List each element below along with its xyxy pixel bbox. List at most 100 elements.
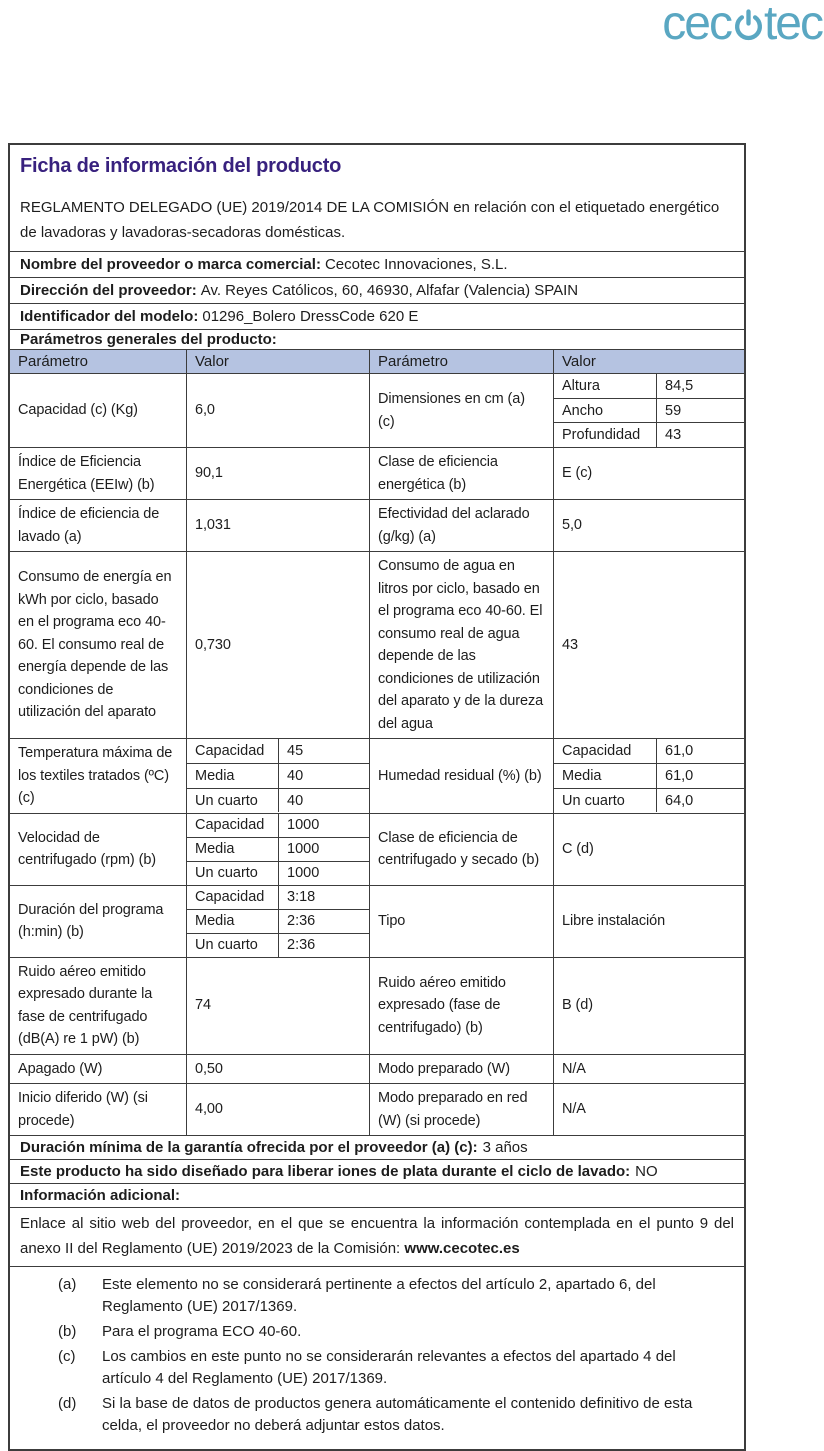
sub-label: Ancho (554, 398, 657, 423)
page-title: Ficha de información del producto (20, 155, 342, 177)
table-row: Apagado (W) 0,50 Modo preparado (W) N/A (10, 1053, 744, 1083)
value-cell: C (d) (562, 840, 594, 857)
sub-value: 59 (665, 402, 682, 419)
footnote-a: (a) Este elemento no se considerará pert… (10, 1274, 722, 1318)
subtable-row: Un cuarto 1000 (187, 860, 369, 885)
website-link-row: Enlace al sitio web del proveedor, en el… (10, 1207, 744, 1266)
silver-ions-value: NO (635, 1163, 658, 1180)
param-cell: Capacidad (c) (Kg) (10, 374, 187, 447)
param-cell: Dimensiones en cm (a) (c) (370, 374, 554, 447)
subtable-row: Profundidad 43 (554, 422, 744, 448)
sub-value: 1000 (287, 865, 320, 881)
supplier-name-row: Nombre del proveedor o marca comercial: … (10, 251, 744, 277)
col-header-value-2: Valor (562, 353, 596, 370)
sub-label: Media (554, 763, 657, 788)
sub-label: Profundidad (554, 423, 657, 448)
param-cell: Modo preparado (W) (370, 1054, 554, 1083)
subtable-row: Un cuarto 2:36 (187, 932, 369, 957)
subtable-row: Media 40 (187, 762, 369, 788)
regulation-intro: REGLAMENTO DELEGADO (UE) 2019/2014 DE LA… (20, 199, 720, 241)
cecotec-logo: cec tec (662, 0, 824, 48)
value-subtable: Capacidad 61,0 Media 61,0 Un cuarto 64,0 (554, 739, 744, 813)
sub-label: Altura (554, 374, 657, 398)
param-cell: Clase de eficiencia energética (b) (370, 448, 554, 499)
sub-label: Capacidad (187, 739, 279, 763)
value-cell: 6,0 (187, 374, 370, 447)
table-row: Consumo de energía en kWh por ciclo, bas… (10, 551, 744, 738)
table-row: Temperatura máxima de los textiles trata… (10, 738, 744, 813)
footnote-key: (a) (58, 1276, 77, 1293)
col-header-param-1: Parámetro (10, 350, 187, 373)
model-id-label: Identificador del modelo: (20, 308, 199, 325)
table-row: Velocidad de centrifugado (rpm) (b) Capa… (10, 812, 744, 885)
sub-label: Un cuarto (187, 788, 279, 813)
sub-label: Media (187, 837, 279, 861)
subtable-row: Capacidad 61,0 (554, 739, 744, 763)
sub-label: Capacidad (187, 813, 279, 837)
model-id-value: 01296_Bolero DressCode 620 E (202, 308, 419, 325)
footnote-key: (b) (58, 1323, 77, 1340)
param-cell: Temperatura máxima de los textiles trata… (10, 739, 187, 813)
footnote-key: (d) (58, 1395, 77, 1412)
value-subtable: Capacidad 3:18 Media 2:36 Un cuarto 2:36 (187, 885, 370, 957)
param-cell: Ruido aéreo emitido expresado (fase de c… (370, 957, 554, 1054)
params-heading: Parámetros generales del producto: (10, 329, 744, 349)
supplier-address-label: Dirección del proveedor: (20, 282, 197, 299)
value-cell: 0,730 (187, 552, 370, 738)
subtable-row: Un cuarto 40 (187, 787, 369, 813)
subtable-row: Un cuarto 64,0 (554, 787, 744, 813)
value-cell: 74 (187, 957, 370, 1054)
subtable-row: Ancho 59 (554, 397, 744, 423)
table-row: Índice de Eficiencia Energética (EEIw) (… (10, 447, 744, 499)
param-cell: Ruido aéreo emitido expresado durante la… (10, 957, 187, 1054)
sub-label: Un cuarto (187, 933, 279, 957)
silver-ions-row: Este producto ha sido diseñado para libe… (10, 1159, 744, 1183)
subtable-row: Capacidad 1000 (187, 813, 369, 837)
value-cell: N/A (562, 1101, 586, 1118)
param-cell: Clase de eficiencia de centrifugado y se… (370, 813, 554, 885)
param-cell: Velocidad de centrifugado (rpm) (b) (10, 813, 187, 885)
value-cell: N/A (562, 1060, 586, 1077)
table-row: Ruido aéreo emitido expresado durante la… (10, 956, 744, 1054)
supplier-name-value: Cecotec Innovaciones, S.L. (324, 256, 508, 273)
subtable-row: Capacidad 3:18 (187, 885, 369, 909)
footnote-text: Para el programa ECO 40-60. (102, 1323, 302, 1340)
value-cell: 0,50 (187, 1054, 370, 1083)
param-cell: Modo preparado en red (W) (si procede) (370, 1084, 554, 1135)
table-row: Inicio diferido (W) (si procede) 4,00 Mo… (10, 1083, 744, 1135)
sub-value: 1000 (287, 841, 320, 857)
col-header-value-1: Valor (187, 350, 370, 373)
value-cell: 5,0 (562, 517, 582, 534)
subtable-row: Media 2:36 (187, 908, 369, 933)
title-section: Ficha de información del producto REGLAM… (10, 145, 744, 251)
param-cell: Índice de Eficiencia Energética (EEIw) (… (10, 448, 187, 499)
warranty-row: Duración mínima de la garantía ofrecida … (10, 1135, 744, 1159)
footnote-d: (d) Si la base de datos de productos gen… (10, 1393, 722, 1437)
sub-value: 43 (665, 427, 682, 444)
sub-label: Media (187, 763, 279, 788)
param-cell: Consumo de agua en litros por ciclo, bas… (370, 552, 554, 738)
value-subtable: Capacidad 1000 Media 1000 Un cuarto 1000 (187, 813, 370, 885)
sub-value: 84,5 (665, 377, 694, 394)
col-header-param-2: Parámetro (370, 350, 554, 373)
product-fiche: Ficha de información del producto REGLAM… (8, 143, 746, 1451)
value-cell: 43 (562, 636, 578, 653)
param-cell: Apagado (W) (10, 1054, 187, 1083)
model-id-row: Identificador del modelo: 01296_Bolero D… (10, 303, 744, 329)
value-cell: Libre instalación (562, 912, 666, 929)
footnotes-section: (a) Este elemento no se considerará pert… (10, 1266, 744, 1449)
footnote-key: (c) (58, 1348, 76, 1365)
param-cell: Índice de eficiencia de lavado (a) (10, 500, 187, 551)
table-header-row: Parámetro Valor Parámetro Valor (10, 349, 744, 373)
subtable-row: Media 1000 (187, 836, 369, 861)
footnote-text: Este elemento no se considerará pertinen… (102, 1276, 656, 1315)
footnote-text: Los cambios en este punto no se consider… (102, 1348, 676, 1387)
sub-value: 40 (287, 792, 304, 809)
supplier-address-row: Dirección del proveedor: Av. Reyes Catól… (10, 277, 744, 303)
param-cell: Tipo (370, 885, 554, 957)
supplier-name-label: Nombre del proveedor o marca comercial: (20, 256, 321, 273)
website-link-text: Enlace al sitio web del proveedor, en el… (20, 1215, 734, 1257)
website-link-url[interactable]: www.cecotec.es (404, 1240, 520, 1257)
value-cell: B (d) (562, 997, 593, 1014)
warranty-label: Duración mínima de la garantía ofrecida … (20, 1139, 478, 1156)
